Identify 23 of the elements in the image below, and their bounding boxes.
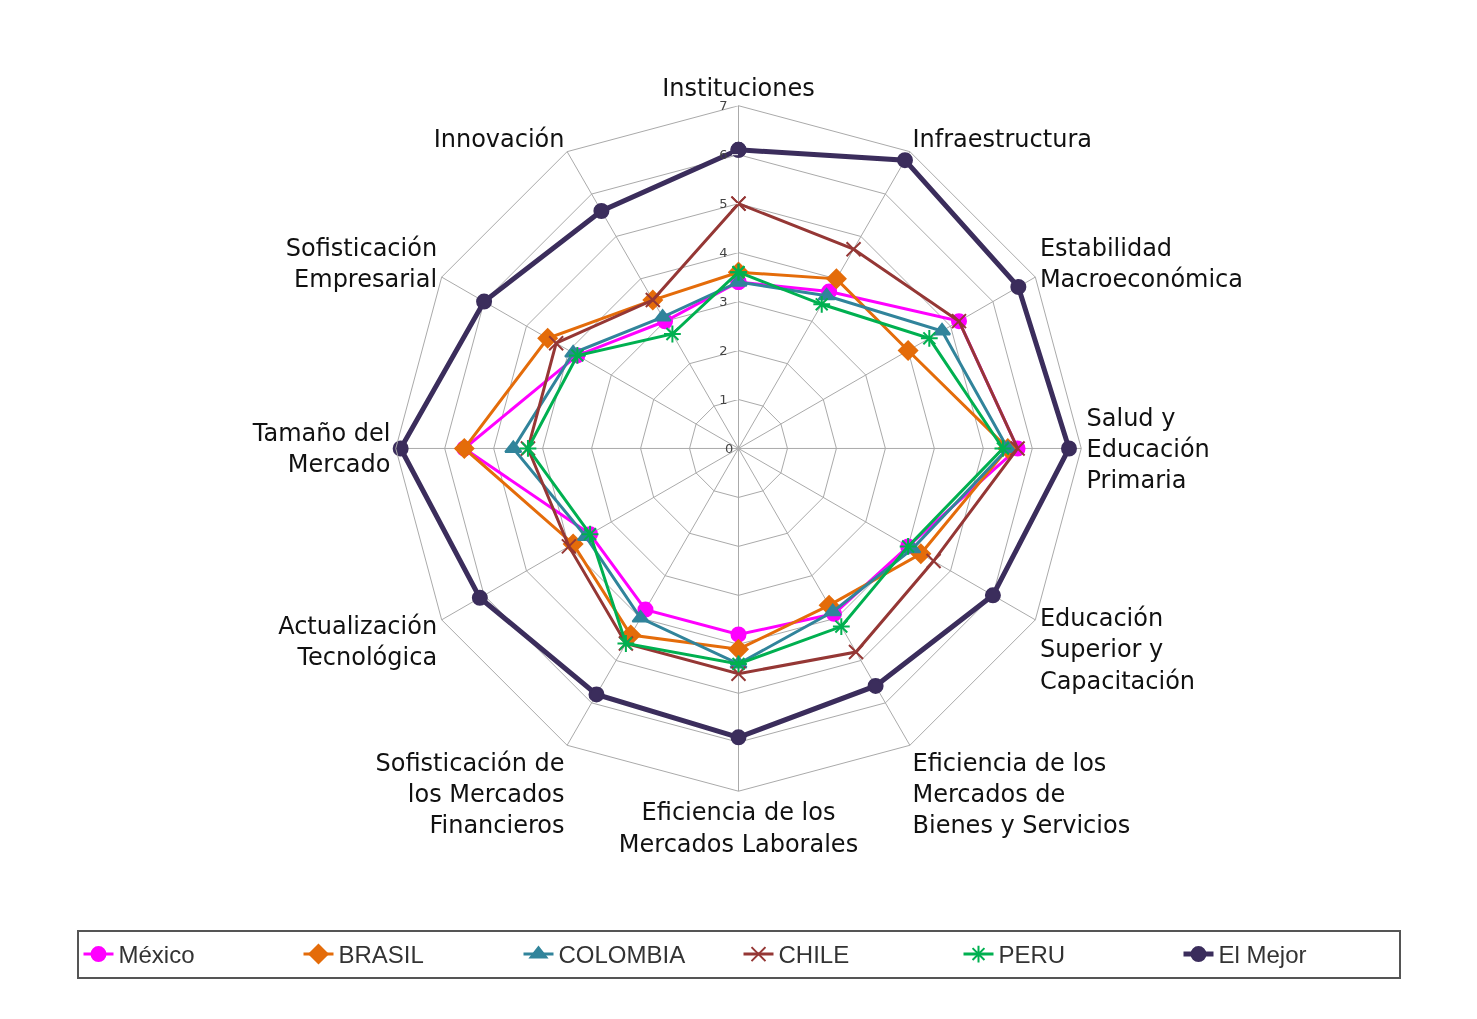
legend-label: CHILE [778,941,850,969]
y-tick-label: 0 [725,441,734,456]
legend-label: México [118,941,195,969]
y-tick-label: 2 [719,342,728,358]
y-tick-label: 5 [719,195,728,211]
spoke-label: Innovación [433,125,565,154]
spoke-label: Actualización Tecnológica [278,611,438,672]
spoke-label: Estabilidad Macroeconómica [1039,233,1244,294]
spoke-label: Infraestructura [912,125,1092,154]
spoke-label: Tamaño del Mercado [251,419,391,479]
spoke-label: Eficiencia de los Mercados de Bienes y Servicios [912,748,1131,840]
y-tick-label: 4 [719,244,728,260]
spoke-label: Eficiencia de los Mercados Laborales [618,798,859,858]
y-tick-label: 3 [719,293,728,309]
legend-label: COLOMBIA [558,941,686,969]
legend-label: PERU [998,941,1066,969]
legend-label: El Mejor [1218,941,1307,969]
legend-label: BRASIL [338,941,424,969]
spoke-label: Sofisticación Empresarial [285,233,438,294]
spoke-label: Sofisticación de los Mercados Financieros [375,748,565,840]
spoke-label: Educación Superior y Capacitación [1039,604,1196,695]
y-tick-label: 1 [719,391,728,407]
spoke-label: Salud y Educación Primaria [1086,403,1210,495]
